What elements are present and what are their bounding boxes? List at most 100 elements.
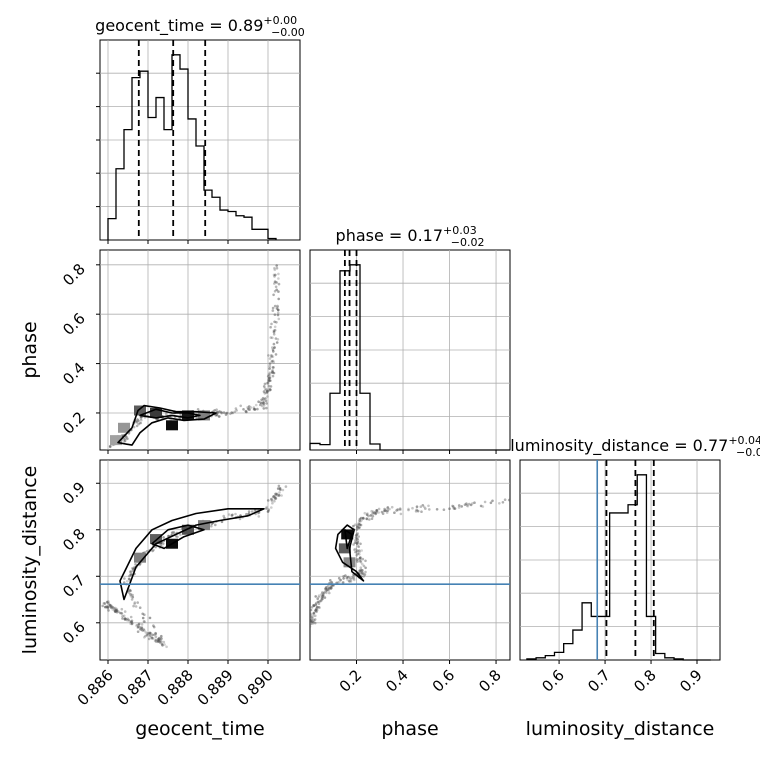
scatter-point	[115, 610, 119, 614]
scatter-point	[235, 409, 238, 412]
scatter-point	[151, 549, 154, 553]
scatter-point	[321, 591, 324, 594]
scatter-point	[140, 418, 143, 422]
scatter-point	[279, 488, 282, 492]
scatter-point	[357, 522, 361, 525]
scatter-point	[274, 273, 277, 277]
scatter-point	[125, 580, 129, 583]
scatter-point	[262, 400, 265, 404]
scatter-point	[142, 620, 146, 623]
scatter-point	[222, 514, 225, 518]
scatter-point	[127, 618, 130, 622]
scatter-point	[393, 511, 396, 514]
scatter-point	[227, 513, 231, 516]
scatter-point	[273, 497, 277, 501]
scatter-point	[358, 549, 361, 552]
scatter-point	[123, 617, 127, 620]
scatter-point	[358, 523, 362, 526]
pair-inner	[100, 484, 300, 649]
scatter-point	[319, 599, 322, 603]
scatter-point	[131, 567, 135, 571]
scatter-point	[365, 517, 369, 520]
scatter-point	[368, 518, 371, 521]
scatter-point	[435, 508, 439, 511]
scatter-point	[274, 492, 277, 496]
pair-panel-phase-luminosity_distance	[309, 459, 511, 664]
scatter-point	[356, 549, 359, 552]
scatter-point	[141, 612, 144, 616]
scatter-point	[359, 572, 363, 575]
scatter-point	[272, 342, 276, 346]
scatter-point	[276, 313, 280, 317]
scatter-point	[265, 505, 269, 509]
scatter-point	[381, 512, 385, 515]
scatter-point	[328, 587, 331, 590]
scatter-point	[361, 557, 365, 561]
scatter-point	[354, 550, 357, 554]
scatter-point	[373, 511, 376, 515]
scatter-point	[170, 531, 174, 535]
xtick-label-phase: 0.4	[382, 666, 412, 696]
ytick-label-phase: 0.8	[59, 260, 89, 290]
scatter-point	[264, 399, 268, 403]
contour-line	[139, 408, 201, 419]
scatter-point	[385, 511, 389, 514]
scatter-point	[355, 538, 359, 541]
scatter-point	[122, 581, 126, 584]
scatter-point	[271, 309, 275, 312]
scatter-point	[271, 501, 274, 505]
scatter-point	[272, 330, 276, 334]
scatter-point	[137, 622, 141, 626]
scatter-point	[311, 622, 314, 625]
title-sub: −0.06	[736, 446, 760, 459]
scatter-point	[247, 406, 250, 410]
scatter-point	[383, 509, 386, 513]
ytick-label-phase: 0.4	[59, 359, 89, 389]
scatter-point	[503, 498, 507, 502]
scatter-point	[319, 599, 323, 603]
scatter-point	[274, 337, 278, 340]
scatter-point	[131, 595, 135, 599]
scatter-point	[260, 404, 264, 408]
scatter-point	[371, 514, 375, 518]
scatter-point	[354, 547, 357, 551]
scatter-point	[262, 385, 266, 388]
scatter-point	[216, 411, 219, 415]
scatter-point	[448, 507, 451, 511]
scatter-point	[196, 408, 200, 411]
scatter-point	[316, 597, 320, 600]
scatter-point	[266, 381, 270, 385]
scatter-point	[274, 353, 278, 356]
scatter-point	[276, 311, 280, 315]
scatter-point	[260, 402, 263, 405]
scatter-point	[162, 640, 166, 644]
scatter-point	[320, 598, 323, 601]
scatter-point	[139, 421, 142, 425]
scatter-point	[451, 504, 454, 508]
scatter-point	[358, 517, 362, 521]
scatter-point	[167, 534, 170, 538]
scatter-point	[277, 493, 281, 497]
scatter-point	[341, 581, 345, 584]
scatter-point	[135, 424, 139, 428]
scatter-point	[325, 585, 329, 589]
scatter-point	[396, 508, 400, 511]
scatter-point	[123, 617, 127, 620]
contour-line	[151, 524, 205, 550]
scatter-point	[362, 575, 366, 578]
scatter-point	[161, 542, 165, 545]
xtick-label-phase: 0.6	[429, 666, 459, 696]
density-cell	[150, 534, 162, 545]
scatter-point	[312, 612, 316, 615]
scatter-point	[253, 509, 257, 512]
scatter-point	[136, 623, 139, 627]
scatter-point	[139, 627, 142, 631]
scatter-point	[359, 559, 362, 563]
scatter-point	[160, 642, 164, 646]
scatter-point	[313, 621, 317, 625]
ytick-label-phase: 0.6	[59, 309, 89, 339]
ytick-label-luminosity_distance: 0.9	[59, 478, 89, 508]
scatter-point	[124, 618, 127, 621]
scatter-point	[457, 506, 461, 509]
scatter-point	[273, 304, 277, 308]
